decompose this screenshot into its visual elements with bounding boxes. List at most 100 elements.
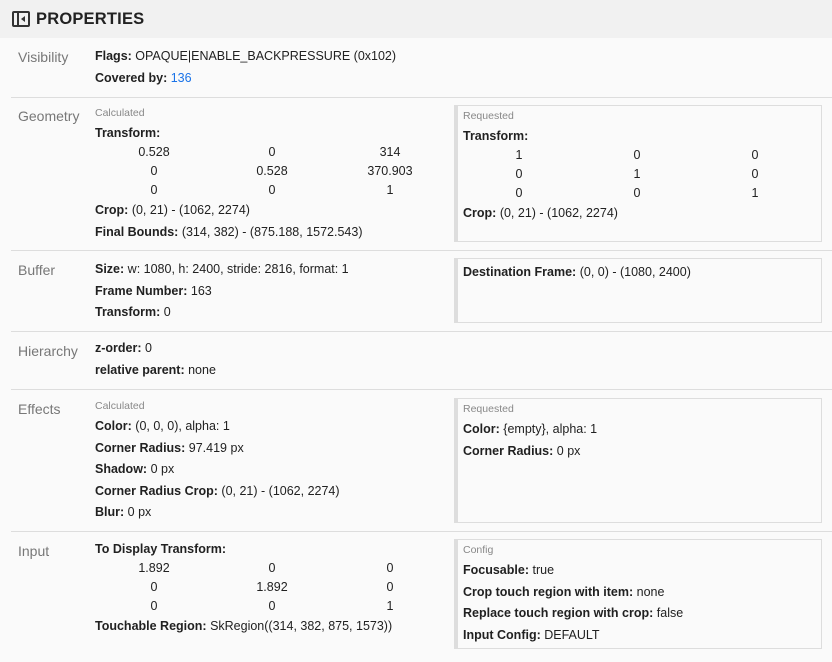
transform-value: 0 (163, 305, 171, 319)
section-effects: Effects Calculated Color: (0, 0, 0), alp… (11, 390, 832, 532)
radius-crop-key: Corner Radius Crop: (95, 483, 218, 498)
crop-value: (0, 21) - (1062, 2274) (131, 203, 250, 217)
shadow-key: Shadow: (95, 462, 148, 476)
calculated-title: Calculated (95, 107, 145, 119)
section-label: Hierarchy (18, 343, 78, 359)
radius-value: 97.419 px (188, 440, 244, 455)
requested-effects-box: Requested Color: {empty}, alpha: 1 Corne… (454, 398, 822, 523)
radius-key: Corner Radius: (95, 440, 186, 455)
matrix-cell: 1.892 (256, 580, 288, 594)
transform-key: Transform: (463, 129, 529, 143)
matrix-cell: 1 (515, 148, 523, 162)
destination-frame-box: Destination Frame: (0, 0) - (1080, 2400) (454, 258, 822, 323)
matrix-cell: 0 (515, 186, 523, 200)
flags-key: Flags: (95, 49, 132, 63)
parent-key: relative parent: (95, 362, 185, 377)
section-input: Input To Display Transform: 1.892 0 0 0 1.8… (11, 532, 832, 662)
focusable-key: Focusable: (463, 563, 529, 577)
matrix-cell: 0 (386, 580, 394, 594)
frame-key: Frame Number: (95, 283, 188, 298)
requested-title: Requested (463, 110, 514, 122)
matrix-cell: 0 (150, 580, 158, 594)
matrix-cell: 0 (386, 561, 394, 575)
matrix-cell: 0 (268, 599, 276, 613)
matrix-cell: 0.528 (138, 145, 170, 159)
crop-touch-key: Crop touch region with item: (463, 584, 634, 599)
color-value: (0, 0, 0), alpha: 1 (135, 419, 230, 433)
matrix-cell: 0 (751, 167, 759, 181)
section-label: Buffer (18, 262, 56, 278)
frame-value: 163 (190, 283, 212, 298)
flags-row: Flags: OPAQUE|ENABLE_BACKPRESSURE (0x102… (95, 46, 450, 68)
matrix-cell: 0 (150, 599, 158, 613)
section-label: Effects (18, 401, 61, 417)
matrix-cell: 0 (633, 148, 641, 162)
size-value: w: 1080, h: 2400, stride: 2816, format: … (127, 262, 349, 276)
input-config-box: Config Focusable: true Crop touch region… (454, 539, 822, 649)
panel-title: PROPERTIES (36, 9, 145, 28)
matrix-cell: 1 (633, 167, 641, 181)
section-label: Input (18, 543, 50, 559)
crop-value: (0, 21) - (1062, 2274) (499, 206, 618, 220)
display-transform-matrix: 1.892 0 0 0 1.892 0 0 0 1 (95, 559, 450, 616)
covered-key: Covered by: (95, 70, 168, 85)
touchable-value: SkRegion((314, 382, 875, 1573)) (210, 619, 393, 633)
bounds-key: Final Bounds: (95, 224, 179, 239)
crop-key: Crop: (95, 203, 129, 217)
requested-geometry-box: Requested Transform: 1 0 0 0 1 0 0 0 1 Crop: (… (454, 105, 822, 242)
dest-value: (0, 0) - (1080, 2400) (579, 265, 691, 279)
transform-key: Transform: (95, 305, 161, 319)
covered-by-link[interactable]: 136 (170, 70, 192, 85)
matrix-cell: 0 (150, 164, 158, 178)
matrix-cell: 0 (150, 183, 158, 197)
focusable-value: true (532, 563, 555, 577)
transform-matrix: 0.528 0 314 0 0.528 370.903 0 0 1 (95, 143, 450, 200)
replace-touch-value: false (656, 606, 684, 620)
color-value: {empty}, alpha: 1 (503, 422, 598, 436)
radius-value: 0 px (556, 443, 581, 458)
matrix-cell: 1 (751, 186, 759, 200)
covered-row: Covered by: 136 (95, 68, 450, 90)
transform-key: Transform: (95, 126, 161, 140)
matrix-cell: 0 (751, 148, 759, 162)
crop-key: Crop: (463, 206, 497, 220)
properties-header: PROPERTIES (0, 0, 832, 38)
matrix-cell: 1.892 (138, 561, 170, 575)
color-key: Color: (95, 419, 132, 433)
shadow-value: 0 px (150, 462, 175, 476)
matrix-cell: 0.528 (256, 164, 288, 178)
matrix-cell: 1 (386, 183, 394, 197)
matrix-cell: 0 (268, 183, 276, 197)
blur-key: Blur: (95, 505, 125, 519)
input-config-key: Input Config: (463, 627, 541, 642)
z-order-key: z-order: (95, 341, 142, 355)
calculated-title: Calculated (95, 400, 145, 412)
radius-key: Corner Radius: (463, 443, 554, 458)
matrix-cell: 314 (379, 145, 401, 159)
display-transform-key: To Display Transform: (95, 542, 227, 556)
input-config-value: DEFAULT (544, 627, 600, 642)
touchable-key: Touchable Region: (95, 619, 207, 633)
parent-value: none (188, 362, 216, 377)
section-label: Geometry (18, 108, 80, 124)
transform-matrix: 1 0 0 0 1 0 0 0 1 (460, 146, 815, 203)
section-visibility: Visibility Flags: OPAQUE|ENABLE_BACKPRES… (11, 38, 832, 98)
color-key: Color: (463, 422, 500, 436)
section-geometry: Geometry Calculated Transform: 0.528 0 314… (11, 98, 832, 251)
panel-collapse-icon[interactable] (12, 11, 30, 27)
section-hierarchy: Hierarchy z-order: 0 relative parent: no… (11, 332, 832, 390)
blur-value: 0 px (127, 505, 152, 519)
size-key: Size: (95, 262, 125, 276)
dest-key: Destination Frame: (463, 265, 577, 279)
config-title: Config (463, 544, 494, 556)
section-buffer: Buffer Size: w: 1080, h: 2400, stride: 2… (11, 251, 832, 332)
crop-touch-value: none (636, 584, 665, 599)
radius-crop-value: (0, 21) - (1062, 2274) (221, 483, 340, 498)
requested-title: Requested (463, 403, 514, 415)
matrix-cell: 370.903 (367, 164, 413, 178)
bounds-value: (314, 382) - (875.188, 1572.543) (181, 224, 363, 239)
matrix-cell: 0 (515, 167, 523, 181)
z-order-value: 0 (145, 341, 152, 355)
replace-touch-key: Replace touch region with crop: (463, 606, 654, 620)
matrix-cell: 0 (268, 145, 276, 159)
